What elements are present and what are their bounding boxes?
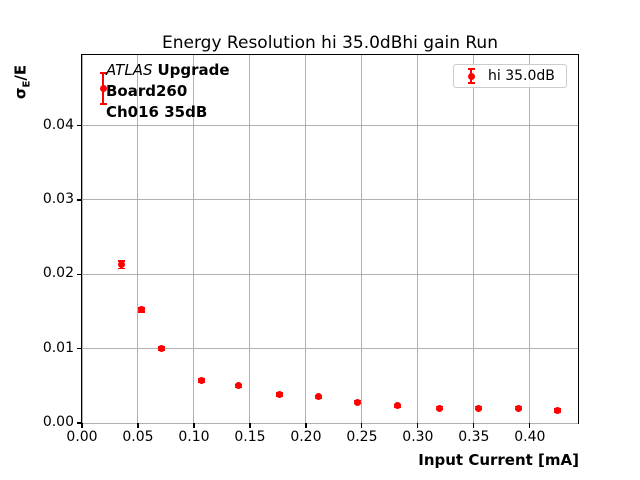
x-gridline [193, 55, 195, 423]
data-point [435, 404, 443, 412]
data-point [157, 345, 165, 353]
plot-area: 0.00 0.05 0.10 0.15 0.20 0.25 0.30 0.35 0.40 0.00… [43, 54, 579, 445]
data-point [394, 402, 402, 410]
data-point [515, 404, 523, 412]
x-gridline [137, 55, 139, 423]
x-tick-label: 0.15 [234, 429, 266, 445]
y-tick-mark [76, 348, 82, 350]
plot-annotation: ATLAS Upgrade Board260 Ch016 35dB [106, 60, 230, 123]
x-gridline [305, 55, 307, 423]
y-tick-mark [76, 422, 82, 424]
x-tick-mark [137, 423, 139, 428]
error-bar-cap-bottom [117, 267, 125, 270]
x-tick-mark [305, 423, 307, 428]
x-tick-label: 0.10 [178, 429, 210, 445]
x-tick-label: 0.30 [402, 429, 434, 445]
x-tick-mark [473, 423, 475, 428]
data-point [314, 393, 322, 401]
x-tick-label: 0.40 [514, 429, 546, 445]
data-point [99, 84, 107, 92]
annotation-line-3: Ch016 35dB [106, 103, 208, 121]
x-tick-label: 0.20 [290, 429, 322, 445]
y-gridline [82, 199, 578, 201]
y-tick-label: 0.03 [42, 190, 74, 207]
data-point [198, 377, 206, 385]
y-tick-label: 0.02 [42, 265, 74, 282]
x-tick-label: 0.35 [458, 429, 490, 445]
y-axis-label-sigma: σ [11, 87, 30, 100]
x-tick-mark [361, 423, 363, 428]
data-point [275, 391, 283, 399]
y-gridline [82, 422, 578, 424]
x-tick-mark [193, 423, 195, 428]
data-point [137, 306, 145, 314]
x-tick-mark [249, 423, 251, 428]
y-gridline [82, 125, 578, 127]
error-bar-cap-top [117, 260, 125, 262]
x-tick-label: 0.25 [346, 429, 378, 445]
x-axis-label: Input Current [mA] [418, 451, 579, 469]
annotation-line-1: ATLAS Upgrade [106, 60, 230, 81]
x-tick-mark [417, 423, 419, 428]
errorbar-marker-icon [467, 68, 475, 85]
x-gridline [361, 55, 363, 423]
x-tick-mark [81, 423, 83, 428]
x-gridline [249, 55, 251, 423]
annotation-line-2: Board260 [106, 82, 188, 100]
legend: hi 35.0dB [453, 64, 567, 88]
annotation-upgrade-text: Upgrade [157, 61, 230, 79]
y-axis-label: σE/E [12, 65, 33, 99]
y-tick-label: 0.00 [42, 414, 74, 430]
data-point [353, 398, 361, 406]
x-gridline [529, 55, 531, 423]
chart-title: Energy Resolution hi 35.0dBhi gain Run [162, 33, 498, 53]
y-tick-mark [76, 273, 82, 275]
y-tick-mark [76, 125, 82, 127]
x-tick-mark [529, 423, 531, 428]
y-gridline [82, 348, 578, 350]
y-tick-mark [76, 199, 82, 201]
x-tick-label: 0.05 [122, 429, 154, 445]
data-point [554, 406, 562, 414]
legend-label: hi 35.0dB [488, 68, 555, 84]
x-tick-label: 0.00 [66, 429, 98, 445]
y-axis-label-rest: /E [11, 64, 30, 81]
y-gridline [82, 273, 578, 275]
y-axis-label-subscript: E [21, 80, 33, 88]
x-gridline [473, 55, 475, 423]
y-tick-label: 0.04 [42, 116, 74, 133]
y-tick-label: 0.01 [42, 339, 74, 356]
error-bar-cap-top [99, 72, 107, 74]
annotation-atlas-text: ATLAS [106, 61, 153, 79]
x-gridline [81, 55, 83, 423]
data-point [235, 382, 243, 390]
error-bar-cap-bottom [99, 103, 107, 105]
data-point [117, 261, 125, 269]
x-gridline [417, 55, 419, 423]
data-point [474, 404, 482, 412]
